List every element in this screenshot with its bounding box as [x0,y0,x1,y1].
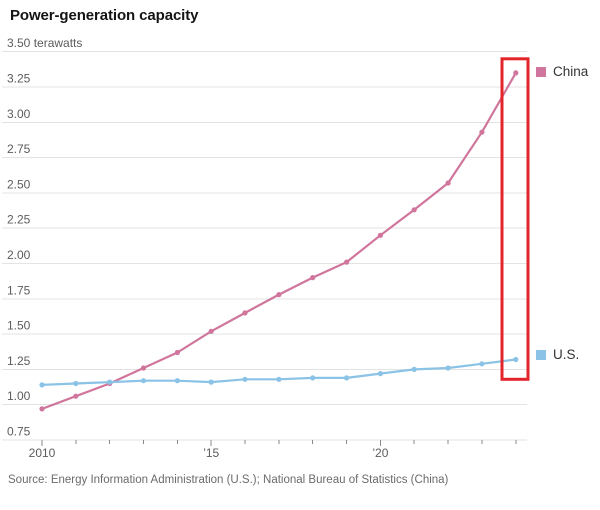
us-point-2023 [479,361,485,367]
us-legend-label: U.S. [553,347,580,362]
us-point-2011 [73,380,79,387]
us-point-2022 [445,365,451,371]
us-point-2018 [310,375,316,381]
x-axis-labels: 2010 ’15 ’20 [29,446,389,460]
chart-title: Power-generation capacity [10,7,199,24]
y-tick-label: 3.00 [7,107,31,121]
y-tick-label: 1.00 [7,389,31,403]
china-point-2010 [39,406,45,412]
us-point-2012 [107,379,113,385]
china-line [40,71,517,410]
china-point-2020 [377,232,383,238]
x-tick-label: ’20 [372,446,388,460]
china-point-2013 [140,365,147,371]
source-attribution: Source: Energy Information Administratio… [8,474,449,486]
us-point-2016 [242,376,248,382]
us-point-2017 [276,376,282,382]
y-tick-label: 1.50 [7,319,31,333]
y-tick-label: 3.50 terawatts [7,36,82,50]
us-markers [39,356,519,388]
y-tick-label: 1.75 [7,283,31,297]
y-tick-label: 2.50 [7,177,31,191]
y-tick-label: 3.25 [7,72,31,86]
gridlines [2,51,527,441]
china-point-2018 [310,275,316,281]
us-legend-swatch [536,349,546,360]
highlight-box [500,57,530,381]
y-tick-label: 2.00 [7,248,31,262]
x-tick-label: ’15 [203,446,219,460]
china-point-2021 [411,207,417,213]
china-point-2014 [174,349,180,356]
us-point-2021 [411,366,417,372]
us-point-2015 [208,379,214,385]
china-point-2022 [445,180,451,186]
legend-item-china: China [536,64,588,79]
us-point-2020 [377,371,383,377]
us-point-2019 [344,375,350,381]
legend-item-us: U.S. [536,347,579,362]
y-tick-label: 2.25 [7,213,31,227]
china-legend-label: China [553,64,589,79]
x-axis-ticks [41,440,517,446]
china-point-2017 [276,292,282,298]
us-point-2010 [39,382,45,388]
china-markers [39,70,519,412]
y-tick-label: 0.75 [7,425,31,439]
x-tick-label: 2010 [29,446,56,460]
china-point-2015 [208,328,214,334]
china-legend-swatch [536,66,546,77]
china-point-2016 [242,310,248,316]
china-point-2023 [479,129,485,135]
us-point-2024 [513,356,519,363]
china-point-2011 [73,393,79,399]
us-point-2014 [174,378,180,384]
china-point-2019 [344,259,350,265]
us-point-2013 [140,378,147,384]
china-point-2024 [513,70,519,76]
y-tick-label: 2.75 [7,142,31,156]
y-axis-labels: 0.75 1.00 1.25 1.50 1.75 2.00 2.25 2.50 2.75 3.00… [7,36,82,438]
y-tick-label: 1.25 [7,354,31,368]
